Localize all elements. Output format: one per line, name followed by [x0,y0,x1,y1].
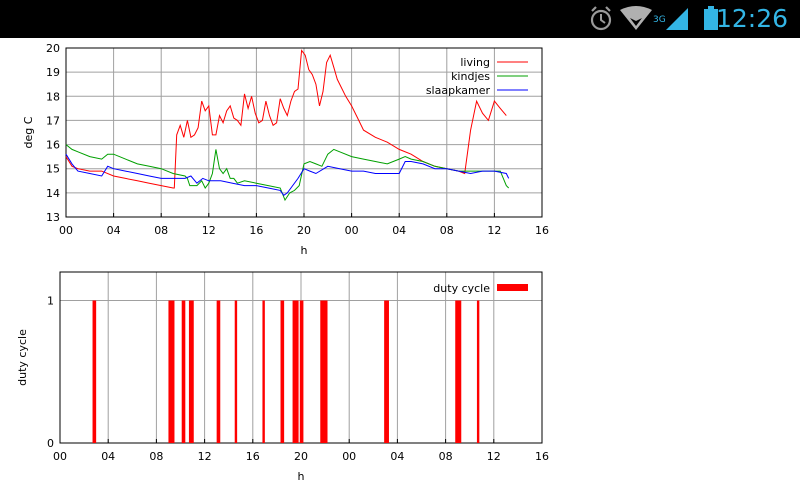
alarm-icon [590,6,612,31]
plot-frame [65,47,543,218]
legend-label: kindjes [451,70,490,83]
x-tick-label: 04 [390,450,404,463]
duty-bar [320,300,328,443]
x-tick-label: 12 [202,224,216,237]
x-axis-label: h [301,244,308,257]
legend-swatch [497,284,528,291]
legend-label: slaapkamer [426,84,491,97]
x-tick-label: 12 [487,450,501,463]
y-tick-label: 13 [46,211,60,224]
y-tick-label: 17 [46,114,60,127]
x-tick-label: 04 [392,224,406,237]
duty-bar [280,300,285,443]
x-tick-label: 20 [297,224,311,237]
charts-canvas: 00 04 08 12 16 20 00 04 08 12 16 13 14 15 16 17 18 19 20 h d… [16,42,549,480]
y-tick-label: 14 [46,187,60,200]
legend-label: living [460,56,490,69]
network-type-label: 3G [653,15,666,25]
x-tick-label: 16 [535,224,549,237]
status-clock: 12:26 [715,4,788,33]
x-tick-label: 12 [487,224,501,237]
y-tick-label: 20 [46,42,60,55]
temperature-chart: 00 04 08 12 16 20 00 04 08 12 16 13 14 15 16 17 18 19 20 h d… [22,42,549,257]
x-tick-label: 08 [439,450,453,463]
legend-label: duty cycle [433,282,490,295]
duty-bar [476,300,480,443]
y-tick-label: 18 [46,90,60,103]
duty-bar [234,300,238,443]
duty-bar [292,300,299,443]
x-tick-label: 04 [107,224,121,237]
duty-cycle-chart: 00 04 08 12 16 20 00 04 08 12 16 0 1 h duty cycle duty … [16,271,549,480]
y-tick-label: 16 [46,139,60,152]
x-tick-label: 00 [59,224,73,237]
y-tick-label: 15 [46,163,60,176]
x-tick-label: 00 [345,224,359,237]
x-tick-label: 16 [246,450,260,463]
x-tick-label: 00 [342,450,356,463]
wifi-icon [620,6,652,30]
x-tick-label: 12 [198,450,212,463]
status-bar: 3G 12:26 [0,0,800,38]
signal-icon: 3G [653,8,688,30]
duty-bar [188,300,194,443]
duty-bar [168,300,175,443]
x-tick-label: 08 [440,224,454,237]
x-axis-label: h [298,470,305,480]
x-tick-label: 00 [53,450,67,463]
x-tick-label: 08 [154,224,168,237]
duty-bar [216,300,221,443]
series-line-kindjes [65,144,510,202]
y-tick-label: 0 [47,437,54,450]
duty-bar [262,300,265,443]
y-tick-label: 19 [46,66,60,79]
x-tick-label: 20 [294,450,308,463]
duty-bar [299,300,304,443]
battery-icon [704,6,718,30]
x-tick-label: 16 [535,450,549,463]
series-line-living [65,49,507,189]
x-tick-label: 08 [149,450,163,463]
series-line-slaapkamer [65,153,510,196]
y-tick-label: 1 [47,295,54,308]
x-tick-label: 04 [101,450,115,463]
y-axis-label: duty cycle [16,329,29,386]
y-axis-label: deg C [22,116,35,148]
duty-bar [455,300,462,443]
x-tick-label: 16 [249,224,263,237]
duty-bar [92,300,97,443]
duty-bar [181,300,186,443]
duty-bar [384,300,389,443]
